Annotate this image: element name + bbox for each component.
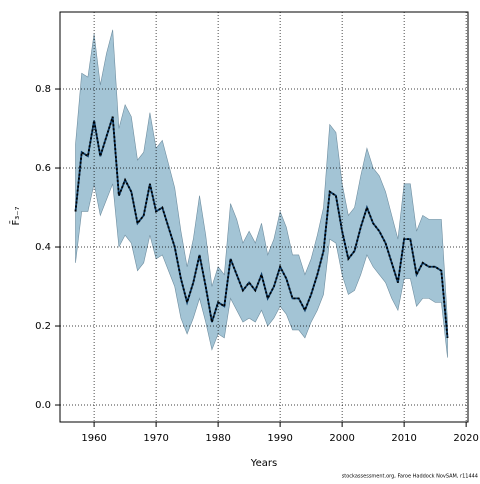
y-tick-label: 0.0: [35, 400, 51, 411]
confidence-band: [75, 29, 448, 358]
y-tick-label: 0.4: [35, 242, 51, 253]
x-tick-label: 1980: [205, 433, 230, 444]
x-axis-label: Years: [250, 458, 277, 469]
footnote: stockassessment.org, Faroe Haddock NovSA…: [342, 474, 478, 480]
x-tick-label: 2020: [453, 433, 478, 444]
plot-frame: [59, 11, 469, 423]
x-tick-label: 1970: [143, 433, 168, 444]
y-axis-label: F̄₃₋₇: [9, 206, 22, 225]
mean-line: [74, 116, 449, 338]
x-tick-label: 1960: [81, 433, 106, 444]
x-tick-label: 1990: [267, 433, 292, 444]
y-tick-label: 0.6: [35, 163, 51, 174]
x-tick-label: 2000: [329, 433, 354, 444]
y-tick-label: 0.8: [35, 84, 51, 95]
y-tick-label: 0.2: [35, 321, 51, 332]
x-tick-label: 2010: [391, 433, 416, 444]
